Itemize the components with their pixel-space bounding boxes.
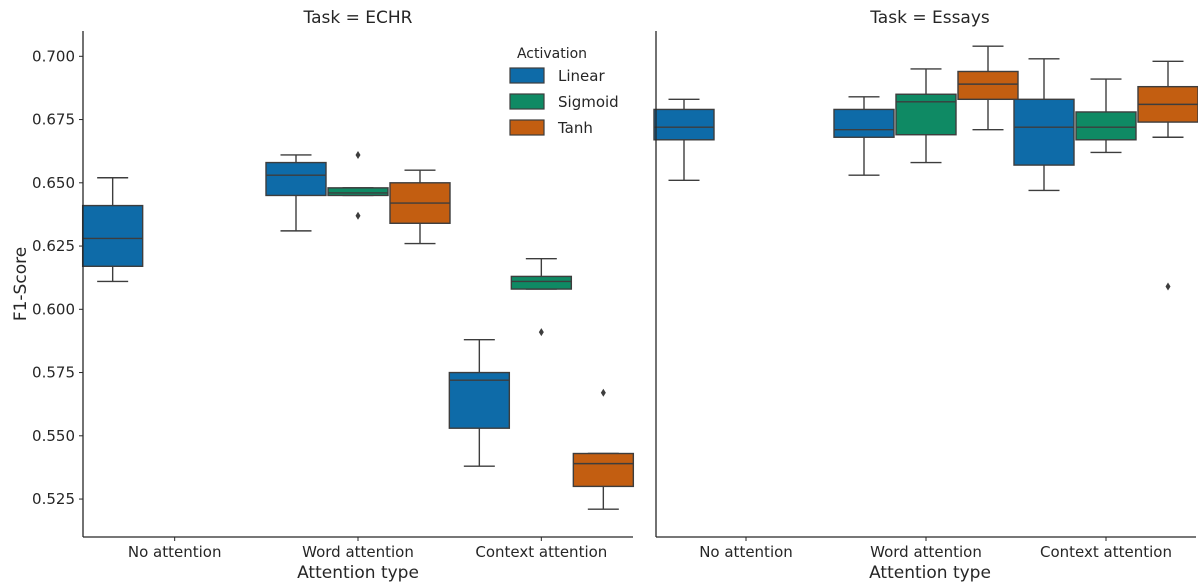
- x-tick-label-word-attention: Word attention: [870, 543, 982, 561]
- box-body: [1013, 98, 1075, 166]
- legend-item-linear: Linear: [509, 67, 605, 85]
- x-axis-label-echr: Attention type: [297, 563, 419, 583]
- outlier-point: [538, 328, 544, 337]
- box-body: [1075, 111, 1137, 141]
- box-essays-no-attention-linear: [653, 98, 715, 181]
- y-tick-label: 0.650: [32, 174, 75, 192]
- outlier-point: [355, 150, 361, 159]
- box-essays-context-attention-linear: [1013, 58, 1075, 192]
- box-body: [448, 371, 511, 429]
- box-body: [327, 187, 389, 197]
- y-tick-label: 0.700: [32, 47, 75, 65]
- outlier-point: [1165, 282, 1171, 291]
- box-body: [833, 108, 895, 138]
- panel-essays: Task = Essays No attention Word attention…: [653, 8, 1198, 583]
- box-essays-word-attention-sigmoid: [895, 68, 957, 164]
- legend: Activation Linear Sigmoid Tanh: [509, 46, 619, 137]
- x-tick-label-word-attention: Word attention: [302, 543, 414, 561]
- box-body: [957, 70, 1019, 101]
- panel-echr: Task = ECHR 0.525 0.550 0.575 0.600 0.625 0.6…: [11, 8, 635, 583]
- legend-item-sigmoid: Sigmoid: [509, 93, 619, 111]
- y-tick-label: 0.600: [32, 300, 75, 318]
- box-body: [265, 161, 327, 197]
- box-echr-context-attention-tanh: [572, 388, 635, 510]
- outlier-point: [600, 388, 606, 397]
- box-body: [572, 452, 635, 488]
- box-essays-context-attention-tanh: [1137, 60, 1198, 291]
- outlier-point: [355, 211, 361, 220]
- y-tick-label: 0.625: [32, 237, 75, 255]
- x-tick-label-context-attention: Context attention: [1040, 543, 1172, 561]
- x-tick-label-context-attention: Context attention: [475, 543, 607, 561]
- box-echr-word-attention-linear: [265, 154, 327, 232]
- legend-label-linear: Linear: [558, 67, 605, 85]
- box-echr-word-attention-sigmoid: [327, 150, 389, 220]
- y-tick-label: 0.675: [32, 111, 75, 129]
- box-essays-word-attention-tanh: [957, 45, 1019, 131]
- legend-title: Activation: [517, 46, 587, 62]
- boxes-essays: [653, 45, 1198, 291]
- y-ticks-echr: 0.525 0.550 0.575 0.600 0.625 0.650 0.675 0.700: [32, 47, 83, 508]
- legend-label-sigmoid: Sigmoid: [558, 93, 619, 111]
- legend-label-tanh: Tanh: [557, 119, 593, 137]
- panel-title-echr: Task = ECHR: [303, 8, 413, 28]
- legend-swatch-tanh: [509, 119, 545, 136]
- panel-title-essays: Task = Essays: [869, 8, 990, 28]
- box-body: [510, 275, 573, 290]
- boxes-echr: [81, 150, 635, 510]
- x-axis-label-essays: Attention type: [869, 563, 991, 583]
- box-body: [653, 108, 715, 141]
- box-body: [81, 204, 144, 267]
- box-essays-word-attention-linear: [833, 96, 895, 176]
- x-tick-label-no-attention: No attention: [128, 543, 222, 561]
- legend-swatch-linear: [509, 67, 545, 84]
- box-echr-context-attention-sigmoid: [510, 258, 573, 337]
- x-tick-label-no-attention: No attention: [699, 543, 793, 561]
- y-tick-label: 0.575: [32, 364, 75, 382]
- box-echr-context-attention-linear: [448, 338, 511, 467]
- y-axis-label: F1-Score: [11, 247, 31, 321]
- legend-item-tanh: Tanh: [509, 119, 593, 137]
- legend-swatch-sigmoid: [509, 93, 545, 110]
- y-tick-label: 0.550: [32, 427, 75, 445]
- box-essays-context-attention-sigmoid: [1075, 78, 1137, 154]
- x-ticks-echr: No attention Word attention Context attent…: [128, 537, 607, 561]
- x-ticks-essays: No attention Word attention Context attent…: [699, 537, 1172, 561]
- box-body: [895, 93, 957, 136]
- y-tick-label: 0.525: [32, 490, 75, 508]
- box-echr-no-attention-linear: [81, 177, 144, 283]
- box-echr-word-attention-tanh: [389, 169, 451, 245]
